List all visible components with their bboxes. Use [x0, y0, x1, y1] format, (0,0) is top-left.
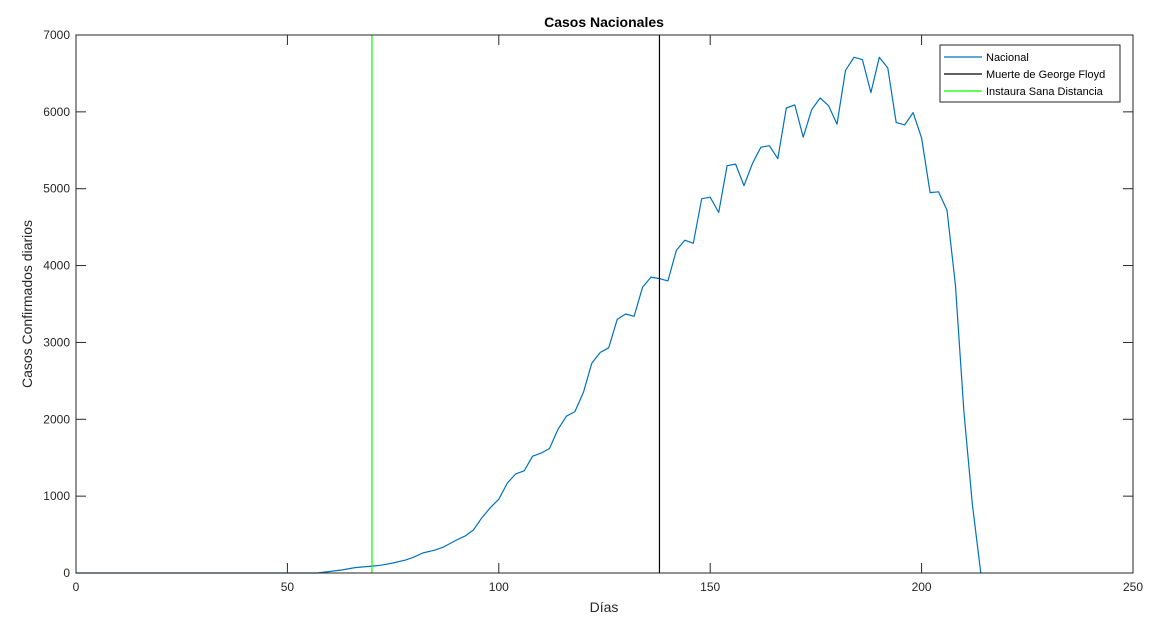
y-tick-label: 3000 [43, 335, 70, 349]
y-tick-label: 2000 [43, 412, 70, 426]
y-tick-label: 4000 [43, 259, 70, 273]
y-tick-label: 7000 [43, 28, 70, 42]
series-line-0 [76, 56, 982, 574]
legend-label-0: Nacional [986, 52, 1029, 64]
plot-area [76, 35, 1133, 573]
y-tick-label: 1000 [43, 489, 70, 503]
axis-ticks: 0 50 100 150 200 250 0 1000 2000 3000 4000 5000 6000… [43, 28, 1143, 594]
chart-title: Casos Nacionales [544, 14, 664, 30]
x-tick-label: 200 [912, 580, 932, 594]
y-tick-label: 6000 [43, 105, 70, 119]
x-tick-label: 0 [73, 580, 80, 594]
series-lines [76, 35, 982, 574]
x-axis-label: Días [590, 599, 619, 615]
y-axis-label: Casos Confirmados diarios [19, 220, 35, 388]
legend-label-2: Instaura Sana Distancia [986, 86, 1104, 98]
x-tick-label: 150 [700, 580, 720, 594]
legend-label-1: Muerte de George Floyd [986, 69, 1105, 81]
y-tick-label: 5000 [43, 182, 70, 196]
y-tick-label: 0 [63, 566, 70, 580]
x-tick-label: 100 [489, 580, 509, 594]
x-tick-label: 250 [1123, 580, 1143, 594]
plot-box [75, 34, 1134, 574]
x-tick-label: 50 [281, 580, 295, 594]
legend: Nacional Muerte de George Floyd Instaura S… [939, 44, 1121, 103]
